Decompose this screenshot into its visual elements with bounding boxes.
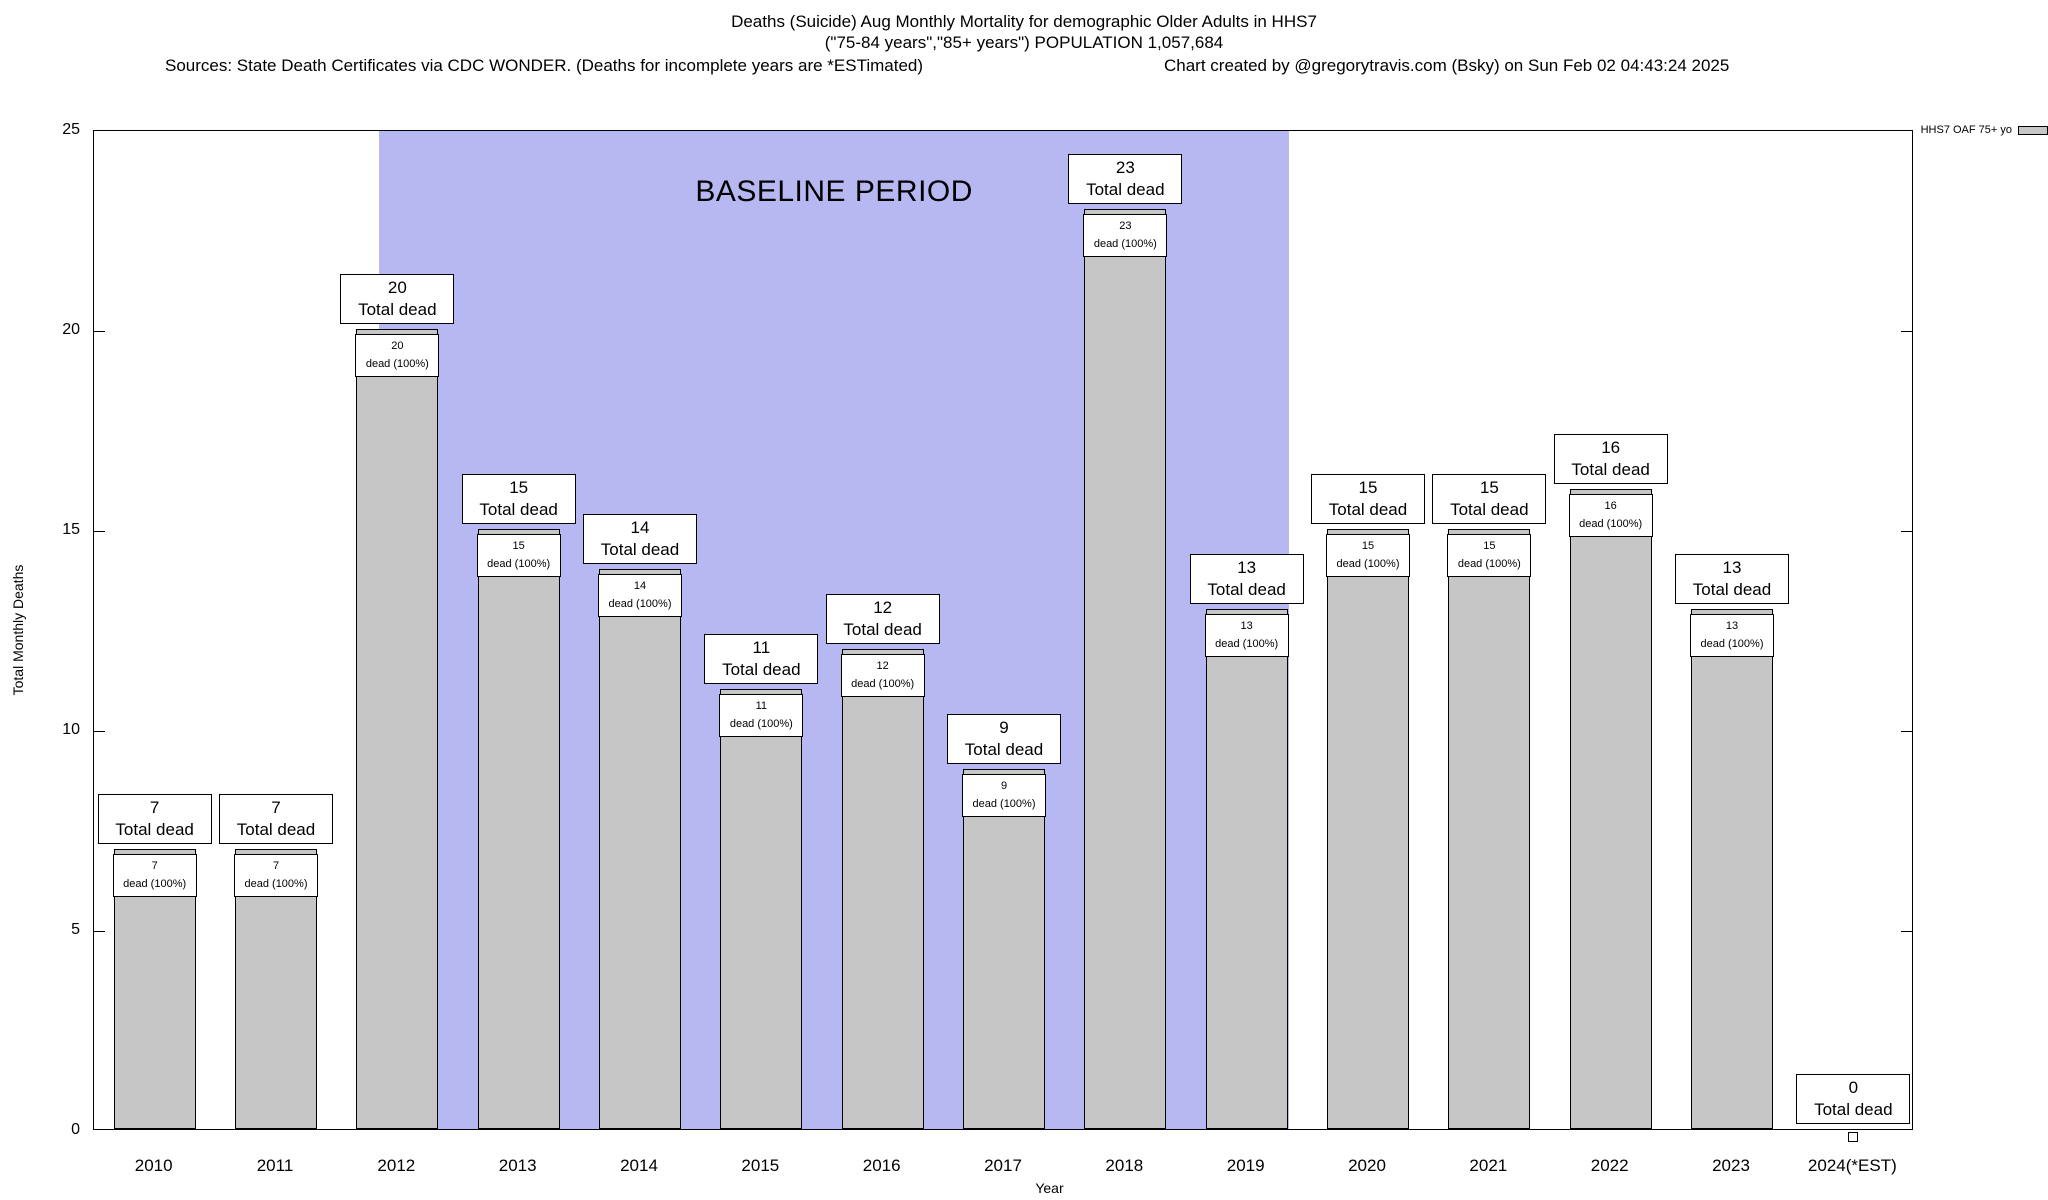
bar-inner-label-2017: 9 dead (100%) (962, 774, 1046, 818)
bar-2015 (720, 689, 803, 1129)
y-tick-5: 5 (71, 921, 80, 938)
bar-inner-label-2021: 15 dead (100%) (1447, 534, 1532, 578)
bar-2021 (1448, 529, 1531, 1129)
bar-total-label-2016: 12 Total dead (825, 593, 940, 644)
bar-total-label-2022: 16 Total dead (1553, 433, 1668, 484)
x-tick-2011: 2011 (256, 1156, 294, 1175)
legend-label: HHS7 OAF 75+ yo (1920, 124, 2012, 136)
bar-total-label-2019: 13 Total dead (1189, 553, 1304, 604)
bar-2020 (1327, 529, 1409, 1129)
y-tickmark-right (1901, 931, 1912, 932)
x-tick-2022: 2022 (1590, 1156, 1629, 1175)
bar-total-label-2017: 9 Total dead (947, 713, 1061, 764)
x-tick-2015: 2015 (741, 1156, 780, 1175)
chart-subtitle: ("75-84 years","85+ years") POPULATION 1… (824, 33, 1224, 52)
bar-2022 (1569, 489, 1652, 1129)
bar-total-label-2024(*EST): 0 Total dead (1796, 1073, 1911, 1124)
bar-2013 (477, 529, 560, 1129)
bar-2012 (356, 329, 439, 1129)
x-axis-title: Year (1035, 1180, 1064, 1196)
y-tick-0: 0 (71, 1121, 80, 1138)
bar-total-label-2012: 20 Total dead (340, 273, 455, 324)
bar-inner-label-2014: 14 dead (100%) (598, 574, 682, 618)
baseline-period-label: BASELINE PERIOD (695, 175, 973, 208)
y-tickmark-left (94, 331, 105, 332)
bar-inner-label-2023: 13 dead (100%) (1690, 614, 1774, 658)
bar-inner-label-2018: 23 dead (100%) (1083, 214, 1168, 258)
bar-total-label-2014: 14 Total dead (583, 513, 697, 564)
bar-total-label-2021: 15 Total dead (1432, 473, 1547, 524)
chart-sources: Sources: State Death Certificates via CD… (165, 56, 924, 75)
x-tick-2021: 2021 (1469, 1156, 1508, 1175)
y-tick-20: 20 (62, 321, 80, 338)
x-tick-2018: 2018 (1105, 1156, 1144, 1175)
x-tick-2023: 2023 (1712, 1156, 1750, 1175)
bar-inner-label-2013: 15 dead (100%) (476, 534, 561, 578)
bar-total-label-2013: 15 Total dead (461, 473, 576, 524)
bar-2023 (1691, 609, 1773, 1129)
bar-total-label-2020: 15 Total dead (1311, 473, 1425, 524)
y-tickmark-left (94, 531, 105, 532)
x-tick-2012: 2012 (377, 1156, 416, 1175)
plot-area: BASELINE PERIOD 7 dead (100%) 7 Total dead 7… (93, 130, 1913, 1142)
y-tickmark-right (1901, 531, 1912, 532)
x-tick-2014: 2014 (620, 1156, 658, 1175)
y-tick-10: 10 (62, 721, 80, 738)
bar-inner-label-2020: 15 dead (100%) (1326, 534, 1410, 578)
x-tick-2024(*EST): 2024(*EST) (1807, 1156, 1897, 1175)
bar-inner-label-2011: 7 dead (100%) (234, 854, 318, 898)
legend-swatch (2018, 125, 2048, 135)
bar-inner-label-2016: 12 dead (100%) (840, 654, 925, 698)
y-tickmark-left (94, 931, 105, 932)
y-tickmark-right (1901, 331, 1912, 332)
bar-inner-label-2010: 7 dead (100%) (112, 854, 197, 898)
bar-total-label-2010: 7 Total dead (97, 793, 212, 844)
x-tick-2010: 2010 (134, 1156, 173, 1175)
x-tick-2017: 2017 (984, 1156, 1022, 1175)
bar-zero-stub-2024(*EST) (1848, 1132, 1859, 1142)
bar-total-label-2011: 7 Total dead (219, 793, 333, 844)
bar-2016 (841, 649, 924, 1129)
bar-2014 (599, 569, 681, 1129)
bar-inner-label-2015: 11 dead (100%) (719, 694, 804, 738)
bar-inner-label-2019: 13 dead (100%) (1204, 614, 1289, 658)
bar-2018 (1084, 209, 1167, 1129)
bar-total-label-2018: 23 Total dead (1068, 153, 1183, 204)
legend: HHS7 OAF 75+ yo (1921, 124, 2048, 136)
x-tick-2019: 2019 (1226, 1156, 1265, 1175)
bar-2019 (1205, 609, 1288, 1129)
x-tick-2016: 2016 (862, 1156, 901, 1175)
y-tickmark-right (1901, 731, 1912, 732)
y-axis-title: Total Monthly Deaths (10, 564, 26, 696)
x-tick-2020: 2020 (1348, 1156, 1386, 1175)
y-tick-15: 15 (62, 521, 80, 538)
chart-title: Deaths (Suicide) Aug Monthly Mortality f… (731, 12, 1317, 31)
chart-credit: Chart created by @gregorytravis.com (Bsk… (1164, 56, 1730, 75)
bar-total-label-2023: 13 Total dead (1675, 553, 1789, 604)
y-tickmark-left (94, 731, 105, 732)
bar-total-label-2015: 11 Total dead (704, 633, 819, 684)
bar-2017 (963, 769, 1045, 1129)
y-tick-25: 25 (62, 121, 80, 138)
bar-inner-label-2012: 20 dead (100%) (355, 334, 440, 378)
x-tick-2013: 2013 (498, 1156, 537, 1175)
bar-inner-label-2022: 16 dead (100%) (1568, 494, 1653, 538)
